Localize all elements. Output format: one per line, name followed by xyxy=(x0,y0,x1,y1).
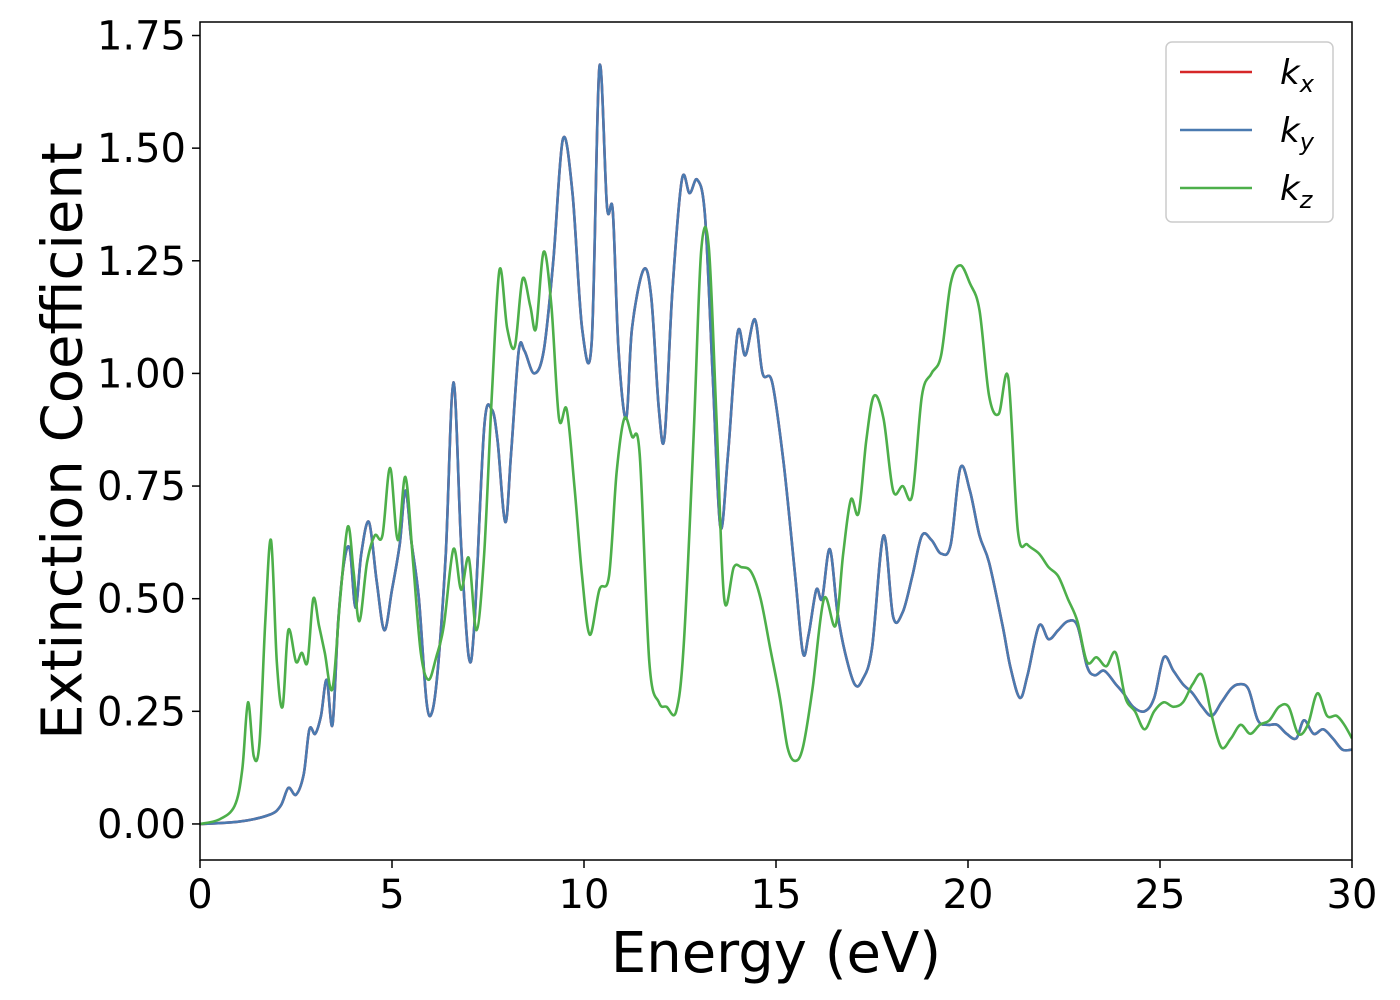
legend-box xyxy=(1165,41,1334,223)
series-line-kz xyxy=(200,225,1352,826)
x-tick-label: 25 xyxy=(1135,872,1186,918)
x-tick-label: 0 xyxy=(187,872,212,918)
x-tick-label: 30 xyxy=(1327,872,1378,918)
x-tick-label: 20 xyxy=(943,872,994,918)
y-tick-label: 1.00 xyxy=(97,351,186,397)
x-tick-label: 10 xyxy=(559,872,610,918)
x-tick-label: 5 xyxy=(379,872,404,918)
y-axis-label: Extinction Coefficient xyxy=(31,142,96,740)
y-tick-label: 1.75 xyxy=(97,14,186,60)
legend-label-kz: kz xyxy=(1280,169,1314,214)
y-tick-label: 1.50 xyxy=(97,126,186,172)
legend-label-kx: kx xyxy=(1280,53,1315,98)
legend-label-ky: ky xyxy=(1280,111,1315,156)
y-tick-label: 0.00 xyxy=(97,802,186,848)
y-tick-label: 0.75 xyxy=(97,464,186,510)
x-axis-ticks: 0 5 10 15 20 25 30 xyxy=(187,860,1377,918)
legend: kx ky kz xyxy=(1165,41,1334,223)
y-axis-ticks: 0.00 0.25 0.50 0.75 1.00 1.25 1.50 1.75 xyxy=(97,14,200,848)
y-tick-label: 0.25 xyxy=(97,689,186,735)
x-axis-label: Energy (eV) xyxy=(611,921,941,986)
x-tick-label: 15 xyxy=(751,872,802,918)
plot-lines xyxy=(200,63,1352,826)
y-tick-label: 1.25 xyxy=(97,239,186,285)
y-tick-label: 0.50 xyxy=(97,577,186,623)
